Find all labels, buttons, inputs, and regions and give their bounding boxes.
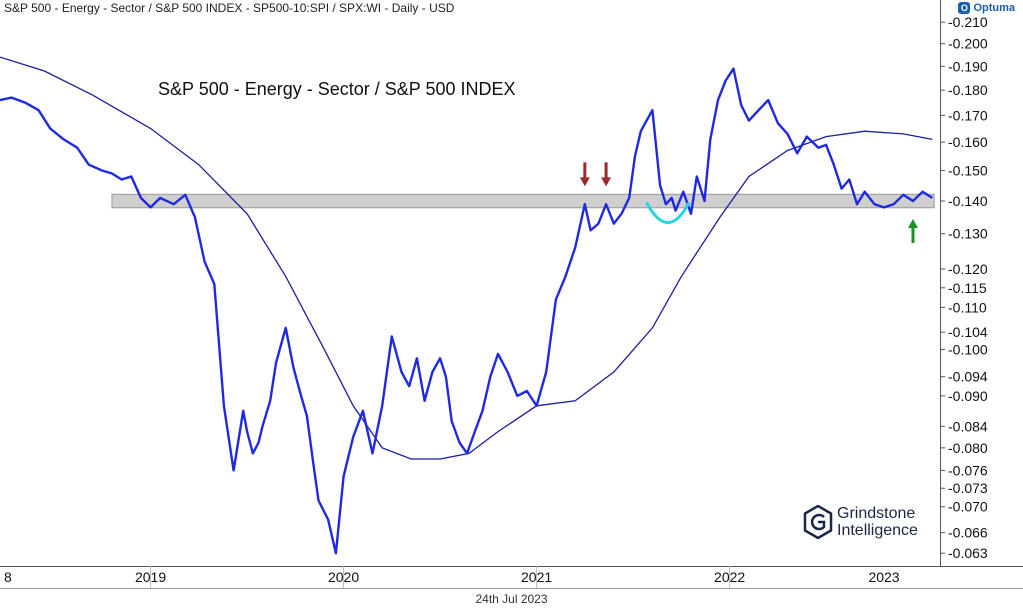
x-tick-label-1: 2019 xyxy=(135,569,166,585)
cup-handle-marker xyxy=(645,201,691,224)
optuma-logo-text: Optuma xyxy=(973,2,1015,14)
moving-average-line xyxy=(0,56,933,460)
y-tick-label-20: -0.190 xyxy=(948,58,988,74)
up-arrow-head xyxy=(907,218,918,228)
x-tick-label-2: 2020 xyxy=(328,569,359,585)
moving-average-layer xyxy=(0,56,933,460)
annotation-layer xyxy=(579,162,918,243)
y-tick-label-2: -0.070 xyxy=(948,499,988,515)
x-tick-label-0: 8 xyxy=(4,569,12,585)
y-tick-label-14: -0.130 xyxy=(948,226,988,242)
ratio-series-line xyxy=(0,67,933,555)
x-axis: 8 2019 2020 2021 2022 2023 xyxy=(0,566,1023,589)
down-arrow-1-head xyxy=(579,177,590,187)
date-label: 24th Jul 2023 xyxy=(475,592,548,606)
chart-title: S&P 500 - Energy - Sector / S&P 500 INDE… xyxy=(158,79,516,99)
ratio-series-layer xyxy=(0,67,933,555)
optuma-logo-icon: O xyxy=(958,2,971,14)
y-axis: -0.063 -0.066 -0.070 -0.073 -0.076 -0.080 -0.0… xyxy=(940,0,988,566)
x-tick-label-4: 2022 xyxy=(714,569,745,585)
y-tick-label-1: -0.066 xyxy=(948,525,988,541)
y-tick-label-19: -0.180 xyxy=(948,82,988,98)
y-tick-label-12: -0.115 xyxy=(948,280,987,296)
y-tick-label-5: -0.080 xyxy=(948,440,988,456)
y-tick-label-8: -0.094 xyxy=(948,369,988,385)
y-tick-label-18: -0.170 xyxy=(948,107,988,123)
y-tick-label-10: -0.104 xyxy=(948,324,988,340)
y-tick-label-7: -0.090 xyxy=(948,388,988,404)
y-tick-label-3: -0.073 xyxy=(948,480,988,496)
x-tick-label-3: 2021 xyxy=(521,569,552,585)
y-tick-label-17: -0.160 xyxy=(948,134,988,150)
y-tick-label-9: -0.100 xyxy=(948,341,988,357)
y-tick-label-11: -0.110 xyxy=(948,299,987,315)
y-tick-label-4: -0.076 xyxy=(948,462,988,478)
y-tick-label-22: -0.210 xyxy=(948,14,988,30)
grindstone-watermark: Grindstone Intelligence xyxy=(803,505,918,539)
y-tick-label-21: -0.200 xyxy=(948,36,988,52)
watermark-line-2: Intelligence xyxy=(837,522,918,539)
instrument-header: S&P 500 - Energy - Sector / S&P 500 INDE… xyxy=(4,1,455,15)
down-arrow-2-head xyxy=(601,177,612,187)
y-tick-label-15: -0.140 xyxy=(948,193,988,209)
grindstone-hexagon-icon xyxy=(803,505,833,539)
y-tick-label-0: -0.063 xyxy=(948,545,988,561)
y-tick-label-16: -0.150 xyxy=(948,163,988,179)
optuma-logo: O Optuma xyxy=(958,2,1015,14)
x-tick-label-5: 2023 xyxy=(868,569,899,585)
y-tick-label-13: -0.120 xyxy=(948,261,988,277)
watermark-line-1: Grindstone xyxy=(837,505,916,522)
y-tick-label-6: -0.084 xyxy=(948,418,988,434)
